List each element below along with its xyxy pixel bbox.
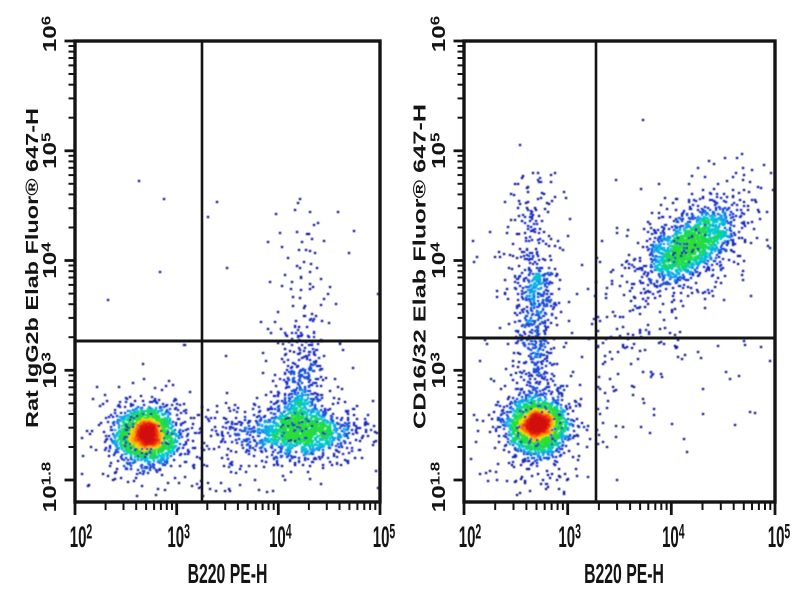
svg-text:B220 PE-H: B220 PE-H [188, 558, 268, 589]
svg-text:104: 104 [39, 242, 61, 279]
svg-text:106: 106 [39, 16, 61, 52]
svg-text:Rat IgG2b Elab Fluor® 647-H: Rat IgG2b Elab Fluor® 647-H [23, 108, 42, 428]
svg-text:CD16/32 Elab Fluor® 647-H: CD16/32 Elab Fluor® 647-H [409, 104, 429, 429]
svg-text:106: 106 [428, 16, 450, 52]
svg-text:105: 105 [428, 133, 450, 169]
svg-text:B220 PE-H: B220 PE-H [584, 558, 664, 589]
svg-text:103: 103 [428, 352, 450, 388]
svg-text:104: 104 [428, 242, 450, 279]
svg-text:103: 103 [39, 352, 61, 388]
svg-text:105: 105 [39, 133, 61, 169]
